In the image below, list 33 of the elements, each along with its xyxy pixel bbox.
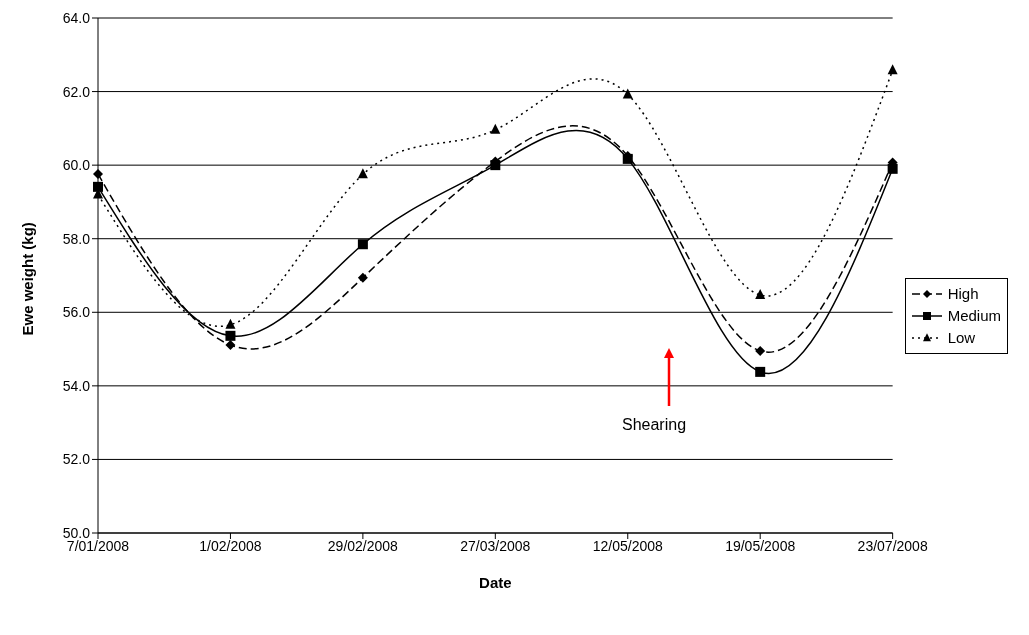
y-tick-label: 60.0 (62, 157, 91, 174)
point (225, 340, 236, 351)
y-tick-label: 54.0 (62, 377, 91, 394)
point (887, 64, 898, 75)
x-axis-title: Date (479, 574, 512, 591)
x-tick-label: 29/02/2008 (327, 537, 399, 554)
point (622, 88, 633, 99)
y-tick-label: 62.0 (62, 83, 91, 100)
y-tick-label: 64.0 (62, 9, 91, 26)
point (755, 345, 766, 356)
point (93, 168, 103, 179)
annotation: Shearing (622, 416, 687, 434)
point (93, 181, 103, 192)
legend-label: High (947, 285, 979, 302)
legend-label: Medium (947, 307, 1001, 324)
x-tick-label: 23/07/2008 (857, 537, 928, 554)
x-tick-label: 27/03/2008 (460, 537, 531, 554)
x-tick-label: 19/05/2008 (725, 537, 796, 554)
y-tick-label: 52.0 (62, 451, 91, 468)
y-tick-label: 58.0 (62, 230, 91, 247)
legend-label: Low (947, 329, 976, 346)
x-tick-label: 12/05/2008 (592, 537, 663, 554)
point (755, 289, 766, 299)
y-tick-label: 56.0 (62, 304, 91, 321)
point (357, 272, 368, 283)
point (755, 366, 766, 377)
point (225, 330, 236, 341)
point (225, 318, 236, 329)
y-axis-title: Ewe weight (kg) (19, 222, 37, 336)
x-tick-label: 1/02/2008 (199, 537, 262, 554)
point (357, 239, 368, 250)
point (357, 168, 368, 179)
point (490, 123, 501, 134)
